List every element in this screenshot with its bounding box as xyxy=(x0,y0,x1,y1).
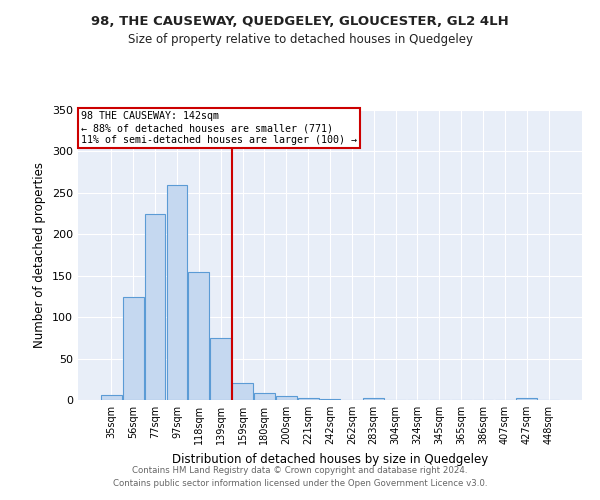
Text: Size of property relative to detached houses in Quedgeley: Size of property relative to detached ho… xyxy=(128,32,473,46)
Y-axis label: Number of detached properties: Number of detached properties xyxy=(34,162,46,348)
Bar xyxy=(188,272,209,400)
Text: 98 THE CAUSEWAY: 142sqm
← 88% of detached houses are smaller (771)
11% of semi-d: 98 THE CAUSEWAY: 142sqm ← 88% of detache… xyxy=(80,112,356,144)
X-axis label: Distribution of detached houses by size in Quedgeley: Distribution of detached houses by size … xyxy=(172,452,488,466)
Bar xyxy=(254,392,275,400)
Bar xyxy=(298,398,319,400)
Bar xyxy=(320,399,340,400)
Bar xyxy=(364,398,384,400)
Text: Contains HM Land Registry data © Crown copyright and database right 2024.
Contai: Contains HM Land Registry data © Crown c… xyxy=(113,466,487,487)
Bar xyxy=(101,395,122,400)
Bar xyxy=(123,298,143,400)
Bar xyxy=(517,398,537,400)
Bar xyxy=(210,338,231,400)
Text: 98, THE CAUSEWAY, QUEDGELEY, GLOUCESTER, GL2 4LH: 98, THE CAUSEWAY, QUEDGELEY, GLOUCESTER,… xyxy=(91,15,509,28)
Bar xyxy=(145,214,166,400)
Bar xyxy=(276,396,296,400)
Bar xyxy=(232,382,253,400)
Bar xyxy=(167,184,187,400)
